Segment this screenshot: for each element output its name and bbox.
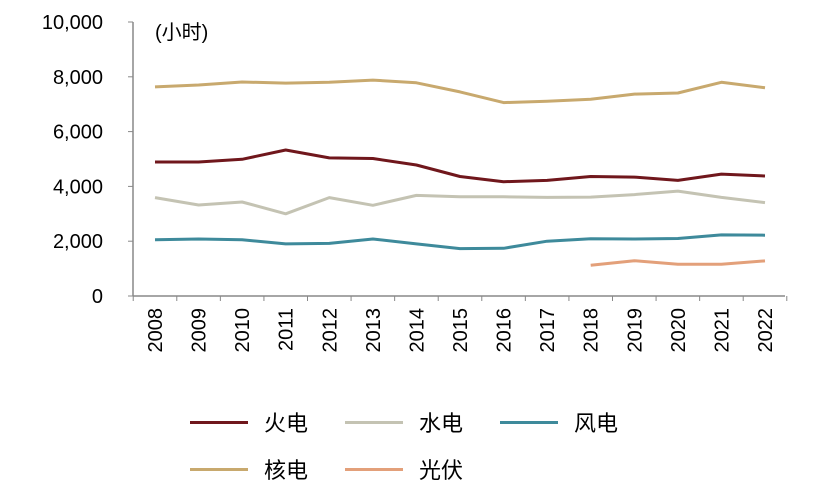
x-tick-label: 2011 [276, 308, 298, 351]
x-tick-label: 2021 [711, 308, 733, 353]
legend-label: 水电 [419, 411, 464, 436]
legend-swatch [345, 420, 403, 424]
legend-item-solar: 光伏 [345, 453, 463, 485]
legend-item-thermal: 火电 [190, 406, 308, 438]
y-tick-label: 4,000 [53, 176, 103, 198]
line-chart: 0 2,000 4,000 6,000 8,000 10,000 2008 2009 2010 2… [42, 12, 788, 353]
x-tick-label: 2012 [319, 308, 341, 353]
legend-item-nuclear: 核电 [190, 453, 308, 485]
legend-item-wind: 风电 [500, 406, 618, 438]
legend-swatch [345, 467, 403, 471]
legend-label: 火电 [264, 411, 309, 436]
series-line-风电 [154, 233, 766, 251]
legend-label: 风电 [574, 411, 619, 436]
legend-swatch [190, 420, 248, 424]
x-tick-label: 2016 [494, 308, 516, 353]
legend-label: 核电 [264, 458, 309, 483]
y-tick-label: 8,000 [53, 67, 103, 89]
x-tick-label: 2019 [624, 308, 646, 353]
x-tick-label: 2013 [363, 308, 385, 353]
x-tick-label: 2022 [755, 308, 777, 353]
x-tick-label: 2014 [406, 308, 428, 353]
x-tick-label: 2015 [450, 308, 472, 353]
series-line-核电 [154, 78, 766, 105]
series-line-光伏 [590, 259, 766, 267]
legend-label: 光伏 [419, 458, 464, 483]
x-tick-label: 2020 [668, 308, 690, 353]
legend-item-hydro: 水电 [345, 406, 463, 438]
legend-swatch [190, 467, 248, 471]
x-tick-label: 2017 [537, 308, 559, 353]
x-tick-label: 2008 [145, 308, 167, 353]
series-line-水电 [154, 189, 766, 216]
y-tick-label: 2,000 [53, 231, 103, 253]
x-tick-label: 2009 [189, 308, 211, 353]
unit-label: (小时) [155, 22, 209, 44]
y-tick-label: 10,000 [42, 12, 103, 34]
x-tick-label: 2018 [581, 308, 603, 353]
x-tick-label: 2010 [232, 308, 254, 353]
legend-swatch [500, 420, 558, 424]
series-line-火电 [155, 148, 766, 184]
y-tick-label: 0 [92, 286, 103, 308]
y-tick-label: 6,000 [53, 122, 103, 144]
